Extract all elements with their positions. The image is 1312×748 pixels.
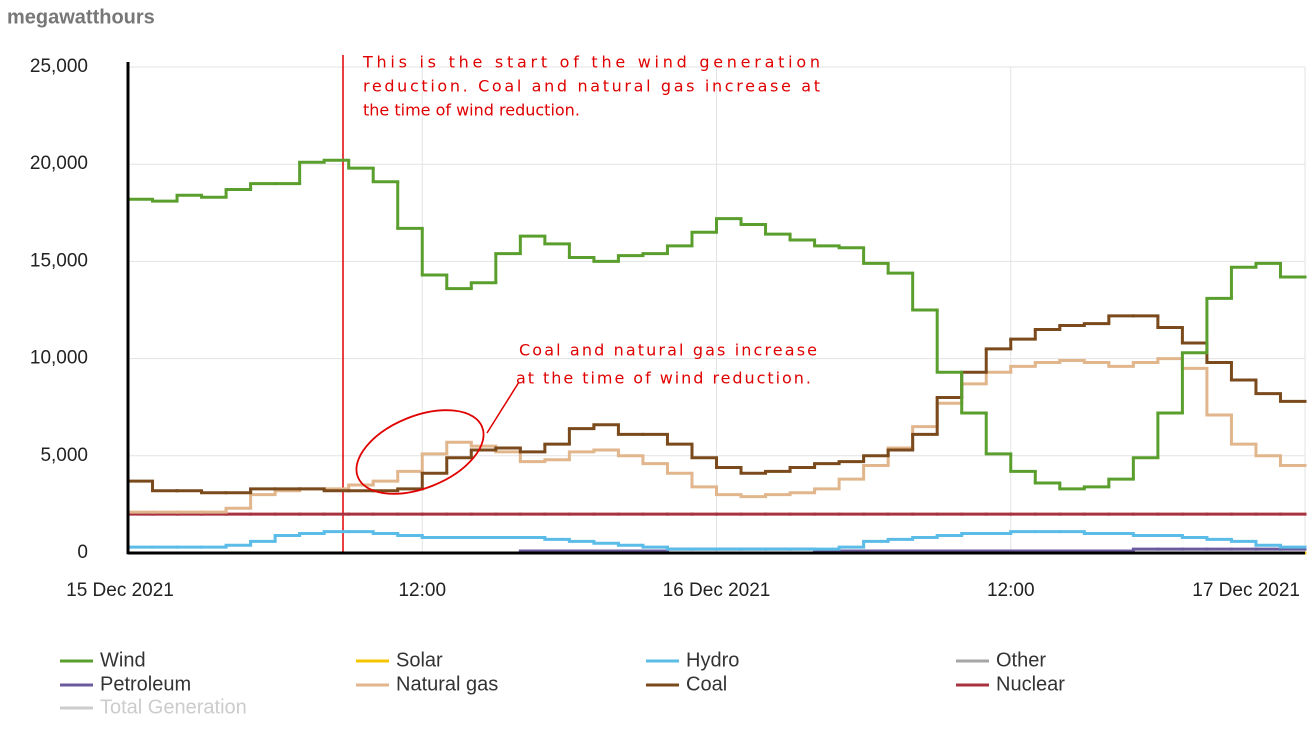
x-tick-label: 15 Dec 2021: [66, 580, 174, 601]
y-tick-label: 25,000: [30, 56, 88, 77]
legend-item[interactable]: Nuclear: [956, 673, 1065, 695]
legend-item[interactable]: Total Generation: [60, 696, 247, 718]
y-tick-label: 0: [77, 542, 88, 563]
annotation-pointer: [486, 381, 520, 434]
legend-label: Natural gas: [396, 673, 498, 695]
legend-item[interactable]: Wind: [60, 649, 146, 671]
legend-label: Hydro: [686, 649, 739, 671]
y-tick-label: 10,000: [30, 348, 88, 369]
legend-label: Other: [996, 649, 1046, 671]
legend-item[interactable]: Solar: [356, 649, 443, 671]
annotation-text: reduction. Coal and natural gas increase…: [363, 77, 820, 96]
series-0: [126, 158, 1307, 491]
annotation-text: at the time of wind reduction.: [516, 369, 811, 388]
legend-item[interactable]: Petroleum: [60, 673, 191, 695]
legend-label: Petroleum: [100, 673, 191, 695]
y-tick-label: 20,000: [30, 153, 88, 174]
legend-label: Coal: [686, 673, 727, 695]
x-tick-label: 16 Dec 2021: [663, 580, 771, 601]
annotation-text: This is the start of the wind generation: [362, 53, 820, 72]
legend-item[interactable]: Natural gas: [356, 673, 498, 695]
y-tick-label: 15,000: [30, 250, 88, 271]
x-tick-label: 12:00: [398, 580, 446, 601]
legend-label: Wind: [100, 649, 146, 671]
annotation-text: the time of wind reduction.: [363, 101, 580, 120]
legend-label: Solar: [396, 649, 443, 671]
legend-label: Total Generation: [100, 696, 247, 718]
x-tick-label: 12:00: [987, 580, 1035, 601]
annotation-ellipse: [355, 409, 485, 495]
y-tick-label: 5,000: [40, 445, 88, 466]
series-6: [126, 314, 1307, 495]
legend-item[interactable]: Hydro: [646, 649, 739, 671]
legend-item[interactable]: Other: [956, 649, 1046, 671]
y-axis-label: megawatthours: [7, 6, 155, 28]
annotation-text: Coal and natural gas increase: [519, 341, 817, 360]
x-tick-label: 17 Dec 2021: [1192, 580, 1300, 601]
legend-item[interactable]: Coal: [646, 673, 727, 695]
legend-label: Nuclear: [996, 673, 1065, 695]
series-2: [126, 530, 1307, 551]
